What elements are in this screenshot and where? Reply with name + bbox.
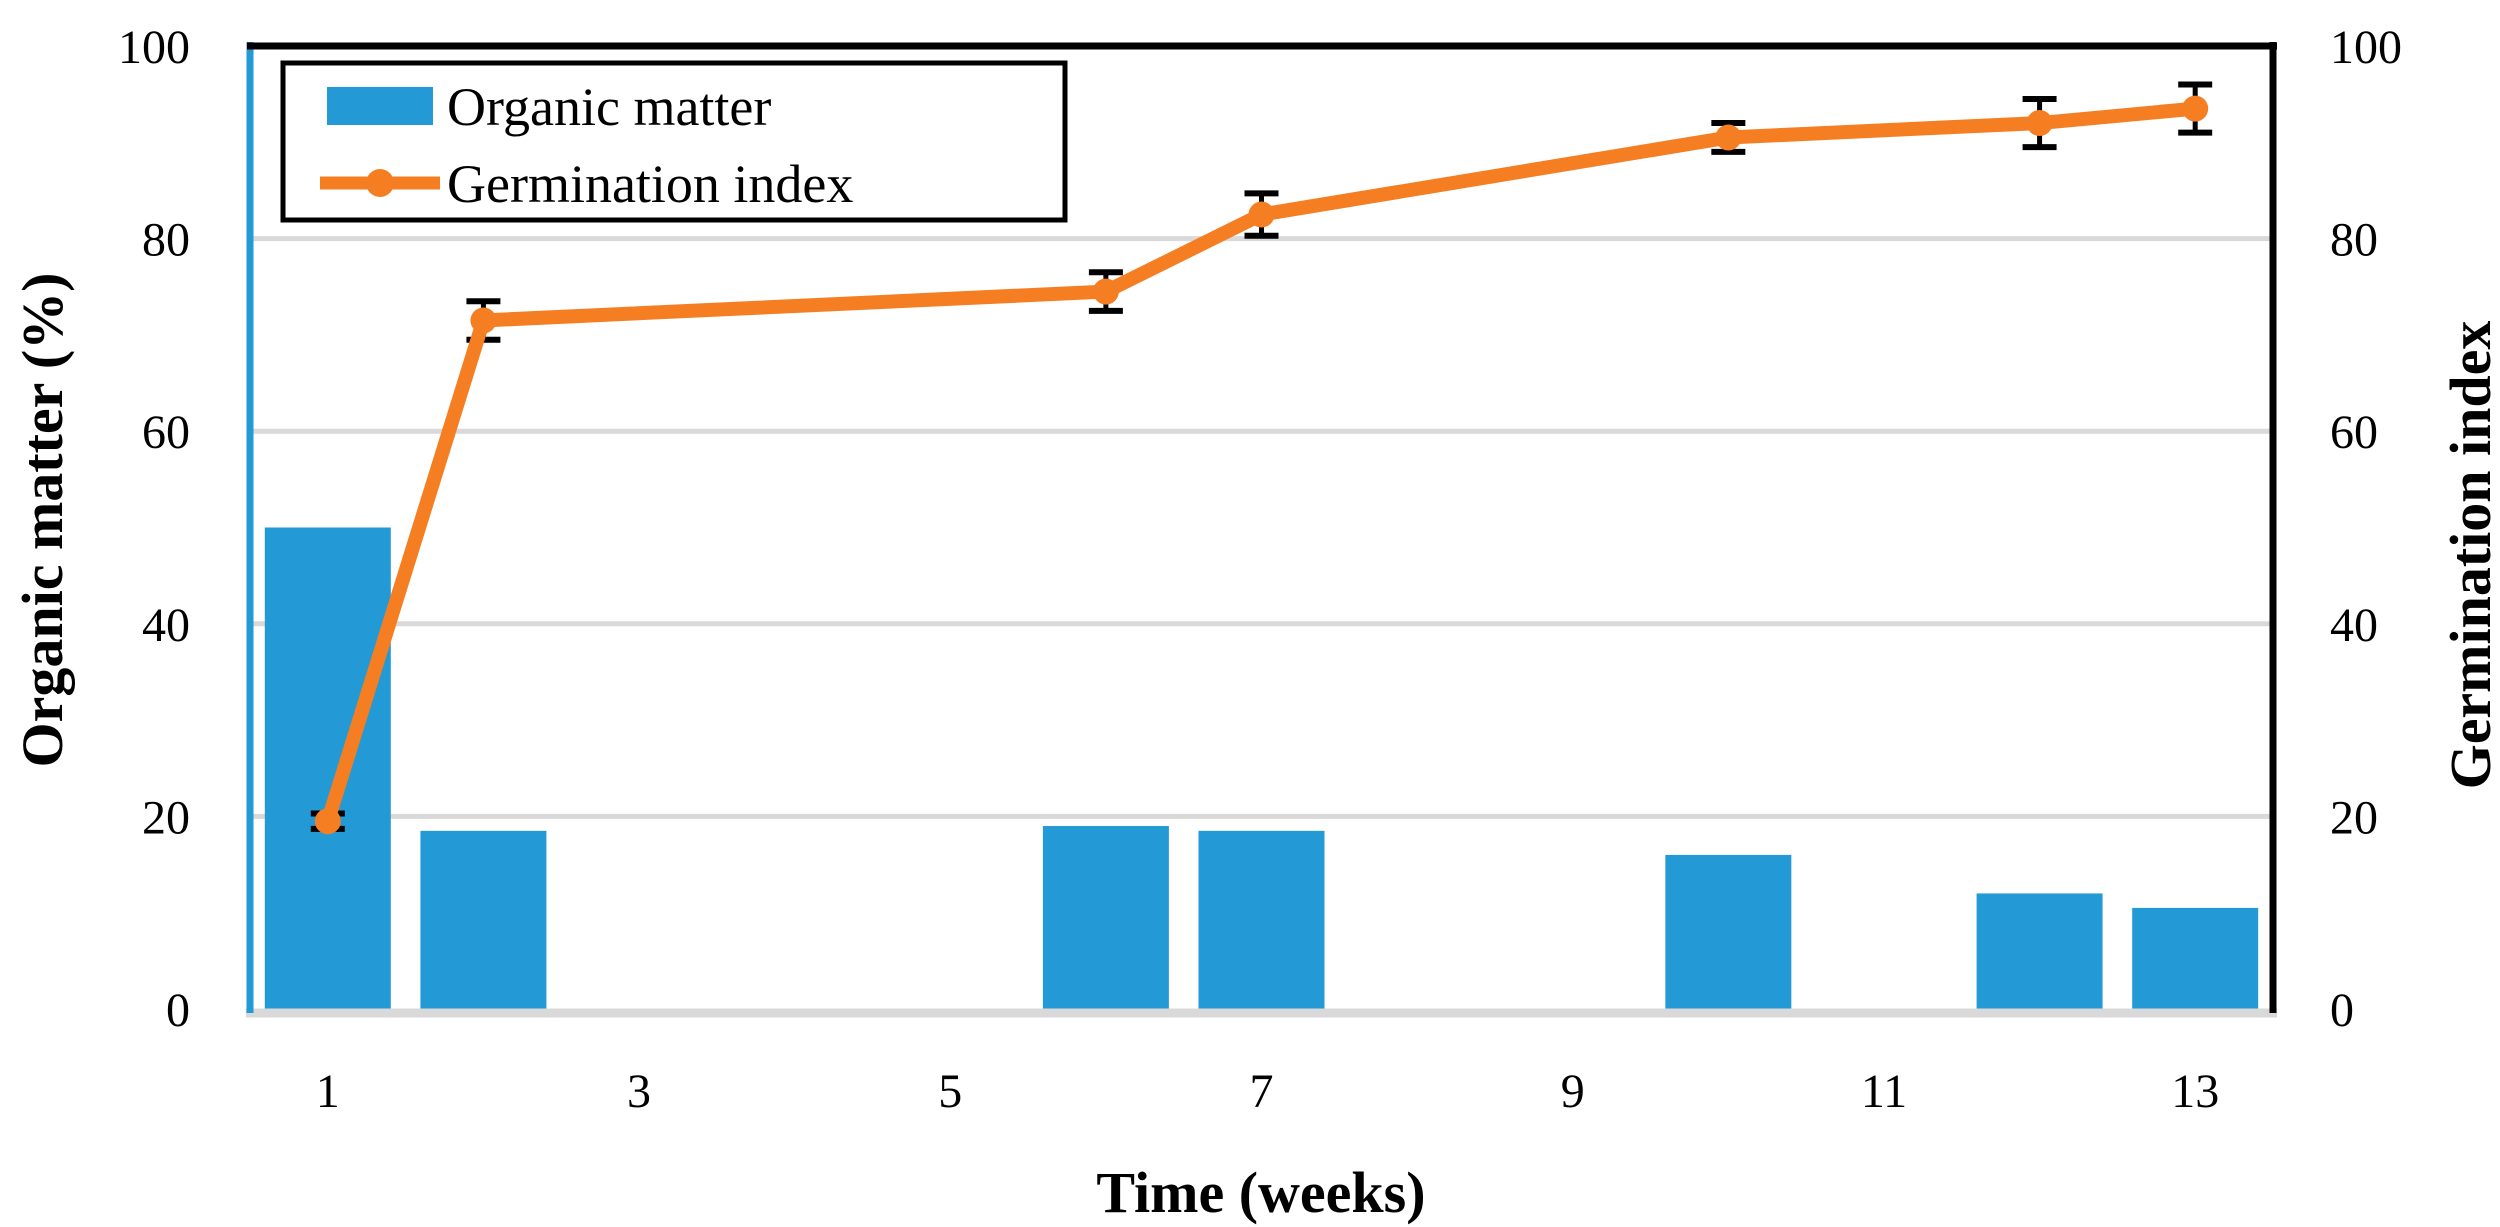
marker-week-7 [1248,201,1275,228]
legend-bar-swatch [327,87,433,125]
x-axis-title: Time (weeks) [1096,1160,1425,1225]
legend-label-organic-matter: Organic matter [447,77,771,137]
marker-week-1 [314,808,341,835]
right-tick-20: 20 [2330,791,2378,844]
marker-week-2 [470,307,497,334]
bar-week-7 [1198,830,1325,1013]
legend-line-marker-icon [366,169,394,197]
bar-week-6 [1042,826,1169,1013]
left-tick-0: 0 [166,984,190,1037]
x-tick-5: 5 [938,1065,962,1118]
bar-week-2 [420,830,547,1013]
right-axis-title: Germination index [2438,321,2500,790]
bar-series-organic-matter [264,527,2259,1013]
x-tick-7: 7 [1250,1065,1274,1118]
x-tick-13: 13 [2171,1065,2219,1118]
left-axis-title: Organic matter (%) [10,273,75,768]
legend-label-germination-index: Germination index [447,154,853,214]
left-tick-80: 80 [142,214,190,267]
bar-week-12 [1976,893,2103,1013]
bar-week-1 [264,527,391,1013]
right-tick-0: 0 [2330,984,2354,1037]
marker-week-10 [1715,124,1742,151]
bar-week-13 [2132,907,2259,1013]
right-tick-60: 60 [2330,406,2378,459]
marker-week-12 [2026,110,2053,137]
bar-week-10 [1665,854,1792,1013]
right-tick-80: 80 [2330,214,2378,267]
marker-week-13 [2182,95,2209,122]
left-tick-40: 40 [142,599,190,652]
legend: Organic matter Germination index [280,60,1068,223]
left-tick-60: 60 [142,406,190,459]
axis-lines [246,42,2277,1013]
x-tick-1: 1 [316,1065,340,1118]
left-tick-100: 100 [118,21,190,74]
x-tick-9: 9 [1561,1065,1585,1118]
x-tick-11: 11 [1861,1065,1907,1118]
gridlines [250,236,2273,819]
right-tick-100: 100 [2330,21,2402,74]
x-tick-3: 3 [627,1065,651,1118]
line-series-germination-index [314,95,2209,835]
marker-week-6 [1092,278,1119,305]
right-tick-40: 40 [2330,599,2378,652]
left-tick-20: 20 [142,791,190,844]
